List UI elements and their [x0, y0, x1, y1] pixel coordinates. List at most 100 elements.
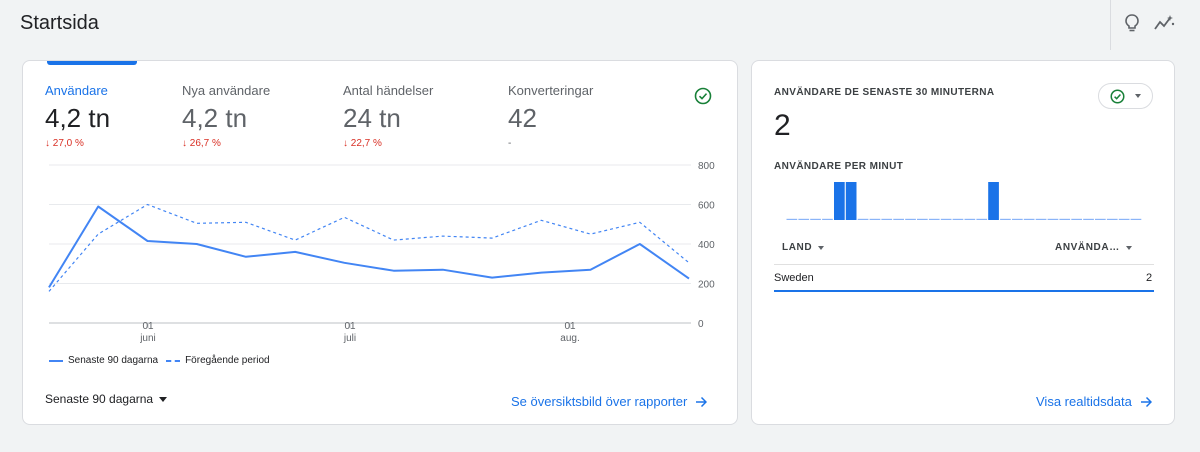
metric-label: Konverteringar: [508, 83, 594, 98]
caret-down-icon: [1135, 94, 1141, 98]
series-line-previous: [48, 203, 690, 292]
metric-label: Nya användare: [182, 83, 271, 98]
column-header-label: LAND: [782, 242, 813, 253]
users-cell: 2: [1146, 272, 1153, 284]
table-divider: [774, 264, 1154, 265]
x-tick-label: 01: [142, 321, 154, 332]
check-circle-icon[interactable]: [691, 84, 715, 108]
minute-bar: [1047, 218, 1059, 220]
y-tick-label: 800: [698, 161, 715, 172]
minute-bar: [905, 218, 916, 220]
legend-label: Föregående period: [185, 355, 270, 366]
y-tick-label: 400: [698, 240, 715, 251]
minute-bar: [1012, 218, 1023, 220]
minute-bar: [869, 218, 881, 220]
caret-down-icon: [1125, 245, 1132, 250]
legend-swatch-solid: [49, 359, 63, 362]
minute-bar: [857, 218, 869, 220]
realtime-status-button[interactable]: [1098, 83, 1153, 109]
legend-label: Senaste 90 dagarna: [68, 355, 159, 366]
page-title: Startsida: [20, 12, 99, 34]
column-header-users[interactable]: ANVÄNDA…: [1055, 242, 1132, 253]
minute-bar: [1118, 218, 1130, 220]
minute-bar: [798, 218, 810, 220]
date-range-label: Senaste 90 dagarna: [45, 392, 154, 406]
realtime-link-label: Visa realtidsdata: [1036, 394, 1132, 409]
realtime-title: ANVÄNDARE DE SENASTE 30 MINUTERNA: [774, 87, 995, 98]
metric-new-users[interactable]: Nya användare 4,2 tn ↓ 26,7 %: [182, 83, 270, 149]
per-minute-chart: [786, 182, 1142, 220]
minute-bar: [940, 218, 952, 220]
x-tick-label: aug.: [560, 333, 579, 344]
legend-swatch-dashed: [166, 359, 181, 362]
caret-down-icon: [159, 396, 168, 402]
minute-bar: [845, 182, 857, 220]
legend-item-previous: Föregående period: [166, 355, 270, 366]
x-tick-label: 01: [344, 321, 356, 332]
metric-change: ↓ 26,7 %: [182, 138, 221, 149]
minute-bar: [1023, 218, 1035, 220]
reports-overview-label: Se översiktsbild över rapporter: [511, 394, 688, 409]
minute-bar: [1071, 218, 1082, 220]
overview-card: Användare 4,2 tn ↓ 27,0 % Nya användare …: [22, 60, 738, 425]
x-tick-label: juni: [139, 333, 156, 344]
x-tick-label: 01: [564, 321, 576, 332]
caret-down-icon: [818, 245, 825, 250]
date-range-select[interactable]: Senaste 90 dagarna: [45, 392, 168, 406]
minute-bar: [964, 218, 976, 220]
minute-bar: [822, 218, 833, 220]
metric-users[interactable]: Användare 4,2 tn ↓ 27,0 %: [45, 83, 110, 149]
header-divider: [1110, 0, 1111, 50]
metric-value: 4,2 tn: [45, 103, 111, 133]
minute-bar: [881, 218, 893, 220]
minute-bar: [834, 182, 845, 220]
y-tick-label: 200: [698, 280, 715, 291]
minute-bar: [1095, 218, 1106, 220]
reports-overview-link[interactable]: Se översiktsbild över rapporter: [511, 394, 708, 409]
realtime-value: 2: [774, 109, 791, 142]
realtime-link[interactable]: Visa realtidsdata: [1036, 394, 1152, 409]
metric-label: Antal händelser: [343, 83, 434, 98]
metric-event-count[interactable]: Antal händelser 24 tn ↓ 22,7 %: [343, 83, 433, 149]
metric-label: Användare: [45, 83, 108, 98]
minute-bar: [786, 218, 798, 220]
x-tick-label: juli: [343, 333, 356, 344]
minute-bar: [1130, 218, 1142, 220]
check-circle-icon: [1110, 89, 1125, 103]
minute-bar: [917, 218, 928, 220]
metric-change: ↓ 27,0 %: [45, 138, 84, 149]
per-minute-label: ANVÄNDARE PER MINUT: [774, 161, 904, 172]
chart-legend: Senaste 90 dagarna Föregående period: [49, 355, 270, 366]
realtime-card: ANVÄNDARE DE SENASTE 30 MINUTERNA 2 ANVÄ…: [751, 60, 1175, 425]
minute-bar: [1106, 218, 1118, 220]
table-row-selected: [774, 290, 1154, 292]
minute-bar: [1035, 218, 1047, 220]
metric-change: -: [508, 138, 512, 149]
column-header-country[interactable]: LAND: [782, 242, 825, 253]
y-tick-label: 600: [698, 201, 715, 212]
y-tick-label: 0: [698, 319, 704, 330]
metric-value: 42: [508, 103, 537, 133]
minute-bar: [1059, 218, 1071, 220]
arrow-right-icon: [1140, 396, 1152, 407]
minute-bar: [976, 218, 988, 220]
metric-change: ↓ 22,7 %: [343, 138, 382, 149]
minute-bar: [1083, 218, 1094, 220]
column-header-label: ANVÄNDA…: [1055, 242, 1120, 253]
metric-value: 4,2 tn: [182, 103, 248, 133]
minute-bar: [928, 218, 940, 220]
minute-bar: [952, 218, 964, 220]
series-line-current: [48, 205, 690, 288]
arrow-right-icon: [696, 396, 708, 407]
lightbulb-icon[interactable]: [1121, 12, 1143, 34]
active-metric-indicator: [47, 61, 137, 65]
metric-conversions[interactable]: Konverteringar 42 -: [508, 83, 593, 149]
metric-value: 24 tn: [343, 103, 401, 133]
minute-bar: [893, 218, 904, 220]
country-cell[interactable]: Sweden: [774, 272, 814, 284]
insights-icon[interactable]: [1153, 12, 1175, 34]
minute-bar: [988, 182, 999, 220]
legend-item-current: Senaste 90 dagarna: [49, 355, 158, 366]
minute-bar: [1000, 218, 1011, 220]
